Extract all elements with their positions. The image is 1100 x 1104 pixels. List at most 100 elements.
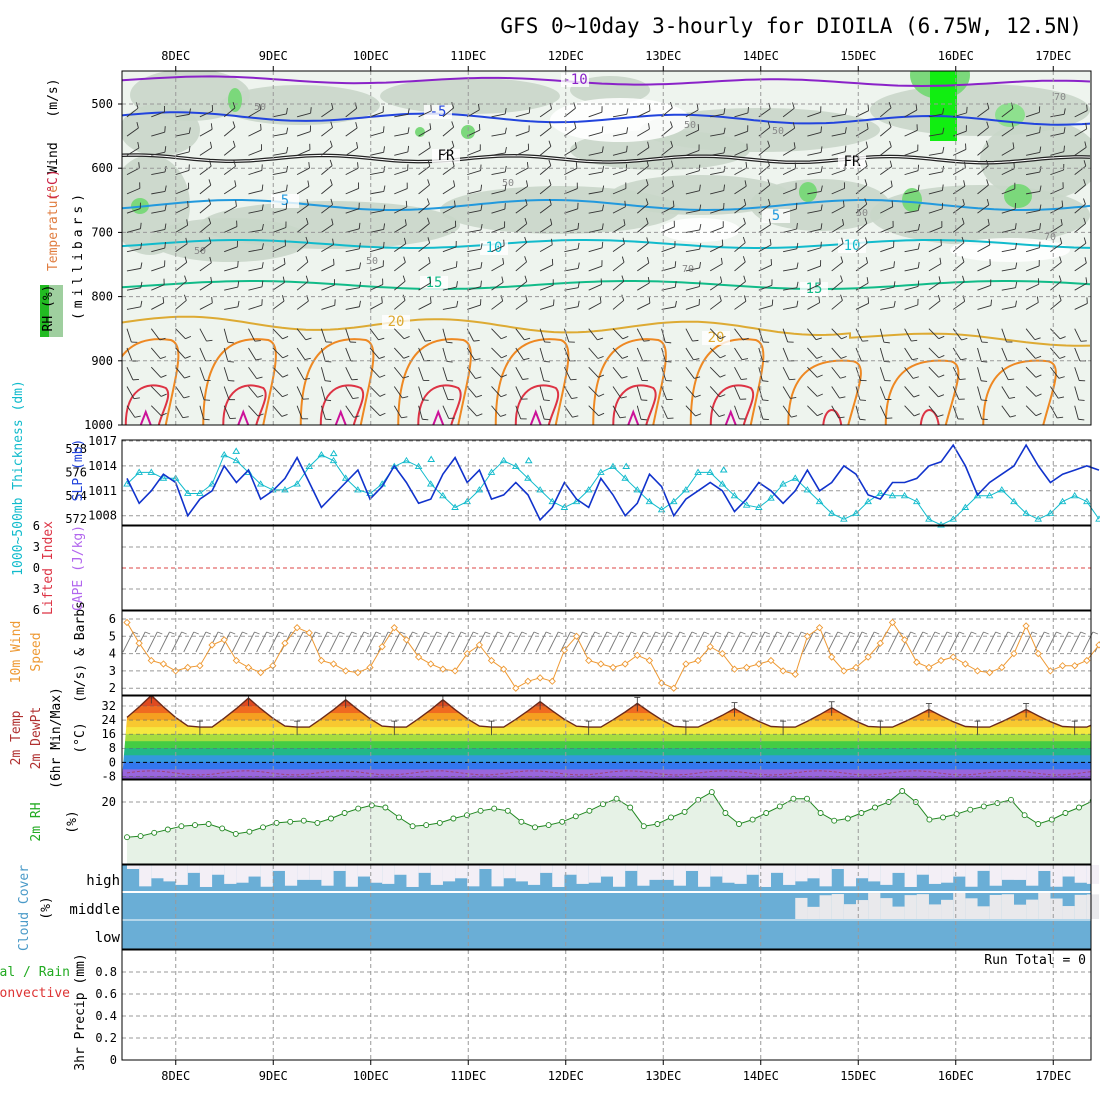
y-tick-label: 0.2	[95, 1031, 117, 1045]
wind-barb-flag	[763, 400, 769, 401]
high-cloud-gap	[844, 865, 856, 886]
rh-point	[573, 814, 578, 819]
wind-speed-point	[185, 664, 191, 670]
wind-barb	[564, 425, 573, 436]
rh-clear	[550, 98, 690, 142]
wind-barb-flag	[795, 162, 796, 168]
surface-wind-barb	[475, 632, 485, 652]
wind-barb-flag	[1078, 419, 1084, 420]
wind-speed-point	[622, 661, 628, 667]
ylabel-cloud-unit: (%)	[39, 896, 54, 919]
wind-barb-flag	[500, 435, 506, 437]
wind-speed-point	[1060, 663, 1066, 669]
high-cloud-gap	[285, 865, 297, 886]
rh-point	[777, 804, 782, 809]
wind-barb-flag	[1064, 146, 1065, 152]
rh-point	[233, 831, 238, 836]
surface-wind-barb	[451, 632, 461, 652]
wind-barb-flag	[576, 162, 577, 168]
mid-cloud-gap	[1026, 900, 1038, 919]
mid-cloud-gap	[978, 906, 990, 919]
ylabel-10m-wind: 10m Wind	[9, 621, 24, 684]
rh-point	[1077, 805, 1082, 810]
high-cloud-gap	[783, 865, 795, 885]
wind-barb-flag	[383, 126, 384, 132]
wind-barb-flag	[136, 434, 142, 436]
wind-barb	[1002, 425, 1011, 436]
wind-barb	[273, 425, 281, 436]
wind-speed-point	[598, 661, 604, 667]
surface-wind-barb-flag	[352, 632, 357, 634]
run-total-label: Run Total = 0	[984, 953, 1086, 968]
surface-wind-barb-flag	[668, 632, 673, 634]
wind-barb-flag	[665, 361, 671, 362]
rh-point	[138, 834, 143, 839]
surface-wind-barb	[718, 632, 728, 652]
rh-point	[437, 820, 442, 825]
surface-wind-barb-flag	[522, 632, 527, 634]
wind-barb	[249, 425, 259, 435]
wind-barb-flag	[182, 437, 188, 438]
wind-barb-flag	[602, 126, 603, 132]
surface-wind-barb-flag	[546, 632, 551, 634]
ylabel-speed: Speed	[29, 632, 44, 671]
surface-wind-barb	[293, 632, 303, 652]
high-cloud-gap	[892, 865, 904, 873]
surface-wind-barb-flag	[813, 632, 818, 634]
wind-speed-point	[586, 658, 592, 664]
y-tick-label: -8	[102, 769, 116, 783]
y-tick-label-li: 6	[33, 603, 40, 617]
mid-cloud-gap	[941, 900, 953, 919]
surface-wind-barb	[828, 632, 838, 652]
rh-point	[941, 815, 946, 820]
wind-barb-flag	[325, 400, 331, 401]
ylabel-2m-temp: 2m Temp	[9, 710, 24, 765]
high-cloud-gap	[601, 865, 613, 877]
high-cloud-gap	[334, 865, 346, 871]
wind-barb	[176, 425, 182, 438]
wind-speed-point	[1023, 623, 1029, 629]
surface-wind-barb	[694, 632, 704, 652]
wind-barb	[1026, 425, 1036, 435]
wind-speed-point	[671, 685, 677, 691]
high-cloud-gap	[528, 865, 540, 885]
rh-point	[165, 827, 170, 832]
thickness-point	[792, 475, 798, 480]
wind-barb	[1075, 425, 1079, 439]
x-tick-label-bottom: 17DEC	[1035, 1069, 1071, 1083]
high-cloud-gap	[880, 865, 892, 885]
surface-wind-barb-flag	[777, 632, 782, 634]
surface-wind-barb-flag	[376, 632, 381, 634]
ylabel-thickness: 1000~500mb Thickness (dm)	[11, 380, 26, 576]
wind-barb-flag	[286, 203, 287, 209]
ylabel-pressure: (millibars)	[71, 190, 86, 320]
surface-wind-barb	[743, 632, 753, 652]
mid-cloud-gap	[917, 894, 929, 919]
high-cloud-gap	[370, 865, 382, 883]
wind-barb-flag	[937, 435, 943, 436]
surface-wind-barb-flag	[826, 632, 831, 634]
rh-point	[655, 822, 660, 827]
surface-wind-barb-flag	[1056, 632, 1061, 634]
y-tick-label: 16	[102, 727, 116, 741]
surface-wind-barb-flag	[558, 632, 563, 634]
surface-wind-barb-flag	[412, 632, 417, 634]
x-tick-label-top: 16DEC	[938, 49, 974, 63]
surface-wind-barb	[330, 632, 340, 652]
wind-barb-flag	[456, 261, 457, 267]
high-cloud-gap	[978, 865, 990, 871]
wind-barb-flag	[165, 126, 166, 132]
rh-point	[682, 809, 687, 814]
surface-wind-barb	[548, 632, 558, 652]
y-tick-label: 500	[91, 97, 113, 111]
contour-label: 5	[772, 208, 780, 224]
y-tick-label: 600	[91, 161, 113, 175]
rh-point	[737, 822, 742, 827]
mid-cloud-gap	[832, 894, 844, 919]
high-cloud-gap	[868, 865, 880, 881]
x-tick-label-top: 12DEC	[548, 49, 584, 63]
y-tick-label: 32	[102, 699, 116, 713]
surface-wind-barb-flag	[1044, 632, 1049, 634]
y-tick-label-slp: 1017	[88, 434, 117, 448]
